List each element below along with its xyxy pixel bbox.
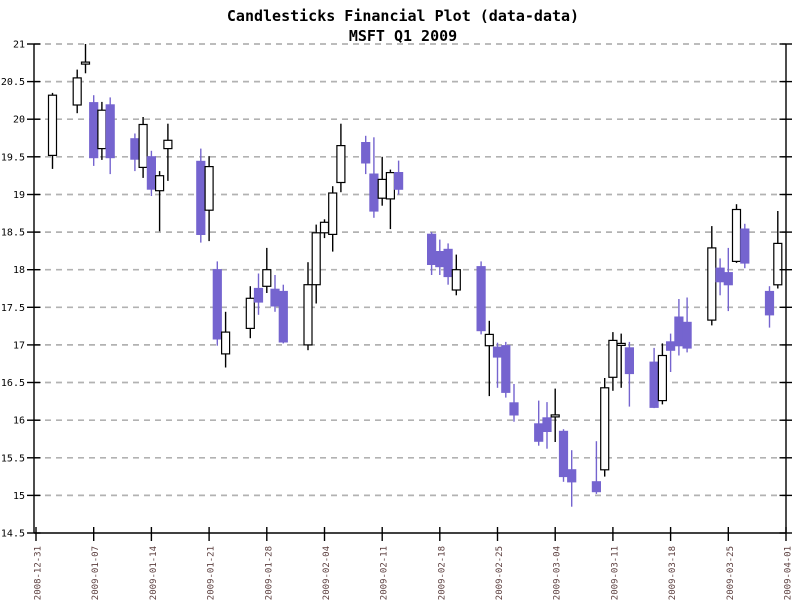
x-axis-label: 2009-03-11	[610, 546, 620, 600]
candle-2009-02-26	[501, 341, 511, 398]
candle-2009-02-13	[394, 160, 404, 195]
candle-2009-01-13	[138, 117, 148, 178]
candle-2009-02-17	[427, 232, 437, 275]
candle-2009-03-05	[558, 429, 569, 482]
x-axis-label: 2008-12-31	[34, 546, 44, 600]
y-axis-label: 16.5	[1, 378, 25, 389]
y-axis-label: 16	[13, 416, 25, 427]
candle-2009-03-31	[773, 211, 783, 289]
candle-2009-03-17	[657, 343, 668, 405]
candle-2009-01-09	[105, 97, 115, 175]
candle-2009-03-24	[715, 258, 725, 296]
candle-2009-03-12	[616, 333, 626, 388]
candle-2009-01-05	[72, 69, 82, 114]
x-axis-label: 2009-03-04	[553, 546, 563, 600]
candle-2009-03-09	[591, 441, 602, 494]
candle-2009-02-09	[361, 135, 371, 175]
candle-2009-02-25	[492, 342, 503, 388]
candle-2009-03-13	[624, 341, 635, 407]
candle-2009-01-12	[130, 133, 140, 172]
candle-2009-02-20	[451, 254, 461, 296]
candle-2009-03-16	[649, 347, 659, 409]
x-axis-label: 2009-02-11	[380, 546, 390, 600]
candle-2009-03-27	[740, 223, 750, 269]
candle-2009-01-02	[47, 92, 58, 169]
x-axis-label: 2009-03-18	[668, 546, 678, 600]
candle-2009-01-06	[80, 44, 91, 74]
candle-2009-02-23	[476, 261, 486, 335]
x-axis-label: 2009-02-18	[437, 546, 447, 600]
candle-2009-02-10	[369, 137, 379, 218]
candle-2009-03-03	[542, 402, 552, 449]
candle-2009-03-06	[567, 450, 577, 507]
candle-2009-03-18	[665, 333, 676, 372]
candle-2009-03-20	[682, 297, 692, 353]
y-axis-label: 19	[13, 190, 25, 201]
candle-2009-02-24	[484, 320, 494, 397]
y-axis-label: 17	[13, 340, 25, 351]
y-axis-label: 14.5	[1, 529, 25, 540]
x-axis-label: 2009-02-04	[322, 546, 332, 600]
y-axis-label: 20.5	[1, 77, 25, 88]
candle-2009-03-10	[600, 378, 610, 477]
chart-subtitle: MSFT Q1 2009	[349, 27, 457, 45]
candle-2009-01-07	[89, 95, 99, 166]
candle-2009-02-04	[319, 219, 330, 239]
x-axis-label: 2009-02-25	[495, 546, 505, 600]
candle-2009-01-15	[155, 171, 165, 232]
y-axis-label: 19.5	[1, 152, 25, 163]
y-axis-label: 20	[13, 115, 25, 126]
candle-2009-01-20	[196, 148, 206, 243]
candle-2009-02-06	[336, 123, 346, 193]
candle-2009-01-23	[221, 311, 231, 368]
candle-2009-01-26	[245, 286, 255, 339]
y-axis-label: 17.5	[1, 303, 25, 314]
candle-2009-01-21	[204, 156, 214, 242]
chart-title: Candlesticks Financial Plot (data-data)	[227, 7, 579, 25]
candle-2009-02-19	[443, 243, 453, 285]
x-axis-label: 2009-03-25	[726, 546, 736, 600]
candle-2009-03-11	[608, 332, 618, 391]
x-axis-label: 2009-01-21	[207, 546, 217, 600]
candle-2009-01-08	[97, 101, 107, 160]
candle-2009-03-25	[723, 247, 733, 312]
candle-2009-02-12	[385, 169, 395, 230]
candle-2009-02-05	[328, 186, 338, 252]
candle-2009-03-23	[707, 226, 717, 326]
candle-2009-03-04	[550, 388, 560, 442]
candle-2009-01-28	[262, 247, 272, 293]
candle-2009-02-02	[303, 262, 313, 351]
x-axis-label: 2009-01-14	[149, 546, 159, 600]
candle-2009-02-03	[311, 224, 321, 304]
candle-2009-01-30	[278, 284, 288, 344]
candle-2009-01-16	[163, 123, 173, 181]
candle-2009-01-22	[212, 261, 222, 346]
plot-area: 21 20.5 20 19.5 19 18.5 18 17.5 17 16.5 16 15.5 15 14…	[1, 40, 794, 601]
candle-2009-01-27	[253, 273, 264, 315]
candle-2009-01-29	[270, 275, 280, 312]
candle-2009-01-14	[146, 150, 156, 196]
x-axis-label: 2009-04-01	[784, 546, 794, 600]
candle-2009-03-26	[731, 204, 742, 263]
y-axis-label: 15.5	[1, 453, 25, 464]
candle-2009-03-02	[534, 400, 544, 446]
y-axis-label: 15	[13, 491, 25, 502]
x-axis-label: 2009-01-28	[264, 546, 274, 600]
y-axis-label: 21	[13, 40, 25, 51]
x-axis-label: 2009-01-07	[91, 546, 101, 600]
y-axis-label: 18	[13, 265, 25, 276]
candle-2009-02-27	[509, 384, 519, 422]
candle-2009-03-30	[764, 286, 775, 328]
candle-2009-02-11	[377, 156, 387, 206]
y-axis-label: 18.5	[1, 228, 25, 239]
